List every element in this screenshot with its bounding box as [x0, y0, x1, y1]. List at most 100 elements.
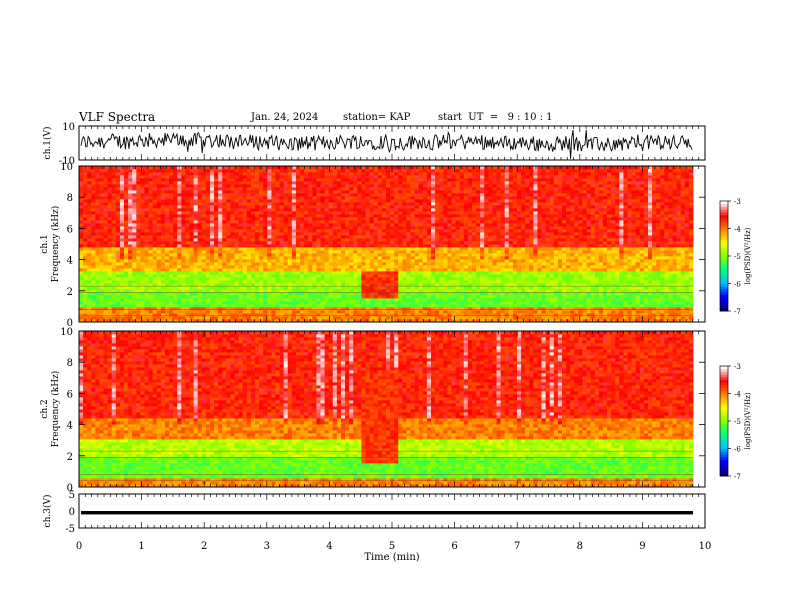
ch1-spectrogram-cell — [152, 298, 158, 302]
ch1-spectrogram-cell — [300, 238, 305, 242]
ch1-spectrogram-cell — [238, 214, 244, 218]
ch1-spectrogram-cell — [259, 199, 264, 203]
ch1-spectrogram-cell — [173, 238, 178, 242]
ch1-spectrogram-cell — [291, 178, 297, 182]
ch1-spectrogram-cell — [263, 235, 268, 239]
ch1-spectrogram-cell — [422, 181, 428, 185]
ch1-spectrogram-cell — [377, 190, 383, 194]
ch1-spectrogram-cell — [99, 190, 104, 194]
ch1-spectrogram-cell — [295, 274, 301, 278]
ch1-spectrogram-cell — [390, 184, 395, 188]
ch1-spectrogram-cell — [107, 226, 113, 230]
ch1-spectrogram-cell — [422, 223, 428, 227]
ch1-spectrogram-cell — [79, 169, 84, 173]
ch1-spectrogram-cell — [435, 196, 440, 200]
ch1-spectrogram-cell — [209, 295, 215, 299]
ch1-spectrogram-cell — [336, 181, 342, 185]
ch1-spectrogram-cell — [414, 265, 420, 269]
ch1-spectrogram-cell — [226, 202, 231, 206]
ch1-spectrogram-cell — [435, 181, 440, 185]
ch1-spectrogram-cell — [332, 235, 338, 239]
ch1-spectrogram-cell — [361, 184, 366, 188]
ch1-spectrogram-cell — [132, 229, 137, 233]
ch1-spectrogram-cell — [353, 304, 358, 308]
ch1-spectrogram-cell — [316, 184, 321, 188]
ch1-spectrogram-cell — [115, 271, 121, 275]
ch1-spectrogram-cell — [255, 310, 260, 314]
ch1-spectrogram-cell — [177, 229, 182, 233]
ch1-spectrogram-cell — [291, 193, 297, 197]
ch1-spectrogram-cell — [255, 202, 260, 206]
ch1-spectrogram-cell — [308, 196, 313, 200]
ch1-spectrogram-cell — [263, 232, 268, 236]
ch1-spectrogram-cell — [193, 289, 199, 293]
ch1-spectrogram-cell — [107, 295, 113, 299]
ch1-spectrogram-cell — [263, 181, 268, 185]
ch1-spectrogram-cell — [295, 298, 301, 302]
ch1-spectrogram-cell — [214, 250, 219, 254]
ch1-spectrogram-cell — [406, 181, 411, 185]
ch1-spectrogram-cell — [201, 256, 207, 260]
ch1-spectrogram-cell — [242, 271, 248, 275]
ch1-spectrogram-cell — [414, 253, 420, 257]
ch1-spectrogram-cell — [156, 175, 162, 179]
ch1-spectrogram-cell — [426, 244, 432, 248]
ch1-spectrogram-cell — [87, 235, 92, 239]
ch1-spectrogram-cell — [132, 295, 137, 299]
ch1-spectrogram-cell — [402, 190, 407, 194]
ch1-spectrogram-cell — [455, 229, 461, 233]
ch1-spectrogram-cell — [283, 232, 289, 236]
ch1-spectrogram-cell — [431, 283, 436, 287]
ch1-spectrogram-cell — [324, 298, 330, 302]
ch1-spectrogram-cell — [205, 289, 211, 293]
ch1-spectrogram-cell — [459, 208, 465, 212]
ch1-spectrogram-cell — [283, 217, 289, 221]
ch1-spectrogram-cell — [443, 283, 448, 287]
ch1-spectrogram-cell — [140, 229, 145, 233]
ch1-spectrogram-cell — [300, 292, 305, 296]
ch1-spectrogram-cell — [79, 277, 84, 281]
ch1-spectrogram-cell — [95, 265, 100, 269]
ch1-spectrogram-cell — [316, 292, 321, 296]
ch1-spectrogram-cell — [79, 256, 84, 260]
ch1-spectrogram-cell — [422, 286, 428, 290]
ch1-spectrogram-cell — [148, 274, 154, 278]
ch1-spectrogram-cell — [369, 199, 375, 203]
ch1-spectrogram-cell — [255, 196, 260, 200]
ch1-spectrogram-cell — [283, 298, 289, 302]
ch1-spectrogram-cell — [390, 217, 395, 221]
ch1-spectrogram-cell — [144, 220, 149, 224]
ch1-spectrogram-cell — [140, 277, 145, 281]
ch1-spectrogram-cell — [107, 271, 113, 275]
ch1-spectrogram-cell — [431, 196, 436, 200]
ch1-spectrogram-cell — [197, 259, 203, 263]
ch1-spectrogram-cell — [136, 208, 141, 212]
ch1-spectrogram-cell — [422, 187, 428, 191]
ch1-spectrogram-cell — [99, 241, 104, 245]
ch1-spectrogram-cell — [332, 307, 338, 311]
ch1-spectrogram-cell — [349, 202, 354, 206]
ch1-spectrogram-cell — [340, 256, 346, 260]
ch1-spectrogram-cell — [164, 238, 170, 242]
ch1-spectrogram-cell — [181, 262, 186, 266]
ch1-spectrogram-cell — [263, 274, 268, 278]
ch1-spectrogram-cell — [279, 226, 285, 230]
ch1-spectrogram-cell — [467, 313, 473, 317]
ch1-spectrogram-cell — [136, 253, 141, 257]
ch1-spectrogram-cell — [189, 178, 195, 182]
ch1-spectrogram-cell — [308, 190, 313, 194]
ch1-spectrogram-cell — [279, 205, 285, 209]
ch1-spectrogram-cell — [193, 172, 199, 176]
ch1-spectrogram-cell — [443, 190, 448, 194]
ch1-spectrogram-cell — [230, 292, 235, 296]
ch1-spectrogram-cell — [124, 229, 129, 233]
ch1-spectrogram-cell — [226, 190, 231, 194]
ch1-spectrogram-cell — [373, 175, 379, 179]
ch1-spectrogram-cell — [160, 193, 166, 197]
ch1-spectrogram-cell — [304, 298, 309, 302]
ch1-spectrogram-cell — [107, 274, 113, 278]
ch1-spectrogram-cell — [226, 307, 231, 311]
ch1-spectrogram-cell — [361, 310, 366, 314]
ch1-spectrogram-cell — [242, 169, 248, 173]
ch1-spectrogram-cell — [103, 211, 109, 215]
